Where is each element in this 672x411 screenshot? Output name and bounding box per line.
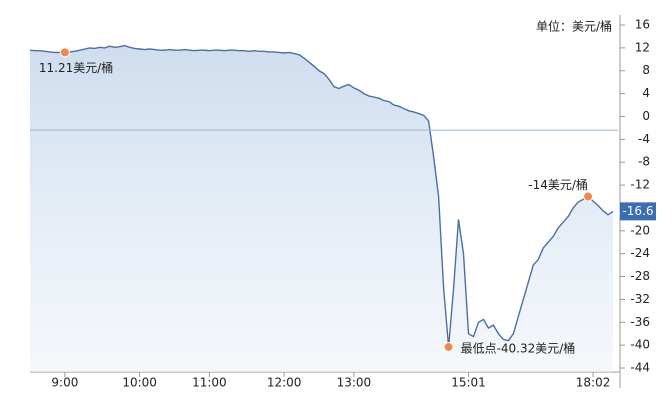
y-tick-label: -28: [630, 269, 650, 283]
y-tick-label: -24: [630, 246, 650, 260]
y-tick-label: 8: [642, 63, 650, 77]
x-tick-label: 13:00: [337, 376, 372, 390]
area: [30, 45, 614, 372]
x-tick-label: 15:01: [451, 376, 486, 390]
annotation-label: 最低点-40.32美元/桶: [461, 340, 576, 355]
y-tick-label: -4: [638, 132, 650, 146]
annotation-label: 11.21美元/桶: [39, 60, 113, 75]
x-tick-label: 9:00: [51, 376, 78, 390]
y-tick-label: 0: [642, 109, 650, 123]
y-tick-label: -40: [630, 338, 650, 352]
y-tick-label: 16: [635, 18, 650, 32]
current-value-label: -16.6: [622, 204, 653, 218]
annotation-dot: [59, 47, 70, 58]
y-tick-label: -8: [638, 155, 650, 169]
annotation-label: -14美元/桶: [528, 177, 588, 192]
unit-label: 单位：美元/桶: [536, 19, 612, 34]
y-tick-label: -44: [630, 361, 650, 375]
y-tick-label: 4: [642, 86, 650, 100]
y-tick-label: -36: [630, 315, 650, 329]
x-tick-label: 12:00: [267, 376, 302, 390]
annotation-dot: [583, 191, 594, 202]
y-tick-label: -20: [630, 223, 650, 237]
annotation-dot: [443, 341, 454, 352]
x-tick-label: 18:02: [576, 376, 611, 390]
y-tick-label: 12: [635, 40, 650, 54]
current-value-box: [620, 202, 656, 221]
y-tick-label: -32: [630, 292, 650, 306]
x-tick-label: 10:00: [122, 376, 157, 390]
x-tick-label: 11:00: [192, 376, 227, 390]
y-tick-label: -12: [630, 178, 650, 192]
price-line: [29, 44, 614, 348]
